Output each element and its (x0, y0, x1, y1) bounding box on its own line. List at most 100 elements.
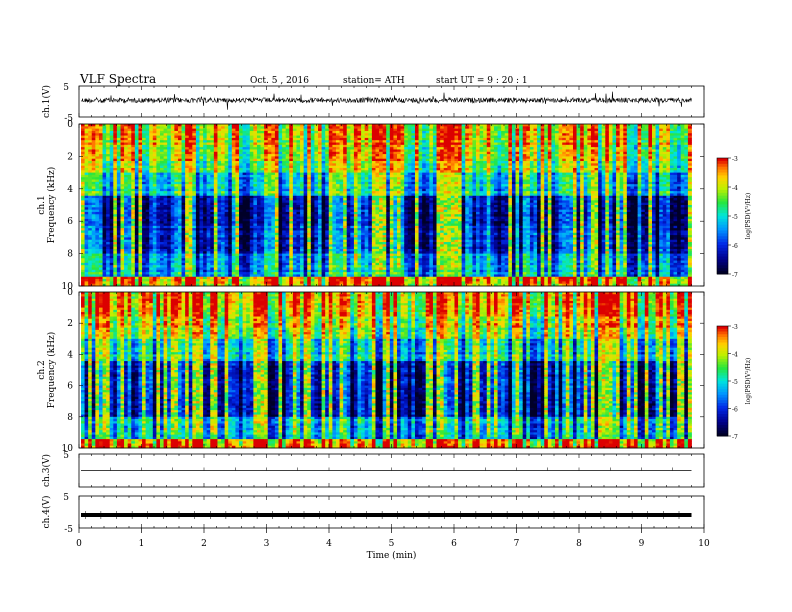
ch1-spectrogram-cell (203, 188, 208, 192)
ch1-spectrogram-cell (81, 165, 85, 169)
ch1-spectrogram-cell (192, 262, 197, 266)
ch1-spectrogram-cell (224, 260, 229, 264)
ch1-spectrogram-cell (199, 253, 204, 257)
ch1-spectrogram-cell (235, 239, 240, 243)
ch1-spectrogram-cell (256, 140, 261, 143)
ch1-spectrogram-cell (224, 253, 229, 257)
ch1-spectrogram-cell (188, 151, 193, 155)
ch1-spectrogram-cell (163, 147, 168, 150)
ch1-spectrogram-cell (332, 239, 337, 243)
ch1-spectrogram-cell (152, 209, 157, 213)
ch1-spectrogram-cell (221, 170, 226, 173)
ch1-spectrogram-cell (321, 267, 326, 271)
ch1-spectrogram-cell (102, 228, 107, 231)
ch1-spectrogram-cell (321, 126, 326, 130)
ch1-spectrogram-cell (149, 191, 154, 194)
ch1-spectrogram-cell (142, 272, 147, 275)
ch1-spectrogram-cell (213, 262, 218, 266)
ch1-spectrogram-cell (181, 133, 186, 136)
ch1-spectrogram-cell (206, 156, 211, 160)
ch1-spectrogram-cell (167, 267, 172, 271)
ch1-spectrogram-cell (325, 223, 330, 227)
ch1-spectrogram-cell (239, 281, 243, 285)
ch1-spectrogram-cell (314, 281, 319, 285)
ch1-spectrogram-cell (292, 209, 297, 213)
ch1-spectrogram-cell (314, 135, 319, 139)
ch1-spectrogram-cell (106, 177, 111, 180)
ch1-ytick-label: 5 (63, 83, 69, 93)
ch1-spectrogram-cell (318, 225, 323, 229)
ch1-spectrogram-cell (292, 124, 297, 127)
ch1-spectrogram-cell (160, 225, 164, 229)
ch1-spectrogram-cell (195, 214, 200, 217)
ch1-spectrogram-cell (224, 232, 229, 236)
ch1-spectrogram-cell (231, 195, 236, 199)
ch1-spectrogram-cell (203, 202, 208, 206)
ch1-spectrogram-cell (203, 144, 208, 148)
ch1-spectrogram-cell (321, 239, 326, 243)
ch1-spectrogram-cell (203, 207, 208, 211)
ch1-spectrogram-cell (242, 216, 247, 220)
ch1-spectrogram-cell (278, 128, 283, 132)
ch1-spectrogram-cell (307, 179, 312, 183)
ch1-spectrogram-cell (210, 205, 215, 208)
ch1-spectrogram-cell (84, 144, 89, 148)
ch1-spectrogram-cell (239, 225, 243, 229)
ch1-spectrogram-cell (174, 174, 179, 178)
ch1-spectrogram-cell (289, 130, 294, 134)
ch1-spectrogram-cell (296, 156, 301, 160)
ch1-spectrogram-cell (303, 200, 308, 204)
ch1-spectrogram-cell (246, 163, 251, 167)
ch1-spectrogram-cell (224, 202, 229, 206)
ch1-spectrogram-cell (113, 281, 118, 285)
ch1-spectrogram-cell (267, 239, 272, 243)
ch1-spectrogram-cell (185, 181, 190, 185)
ch1-spectrogram-cell (167, 126, 172, 130)
ch1-spectrogram-cell (206, 174, 211, 178)
ch1-spectrogram-cell (203, 147, 208, 150)
ch1-spectrogram-cell (242, 235, 247, 238)
ch1-spectrogram-cell (228, 161, 233, 164)
ch1-spectrogram-cell (246, 149, 251, 153)
ch1-spectrogram-cell (116, 144, 121, 148)
ch1-spectrogram-cell (160, 276, 164, 280)
ch1-spectrogram-cell (239, 133, 243, 136)
ch1-spectrogram-cell (282, 135, 287, 139)
ch1-spectrogram-cell (145, 142, 150, 146)
ch1-spectrogram-cell (188, 163, 193, 167)
ch1-spectrogram-cell (88, 235, 93, 238)
ch1-spectrogram-cell (134, 124, 139, 127)
ch1-spectrogram-cell (253, 251, 258, 254)
ch1-spectrogram-cell (274, 253, 279, 257)
ch1-spectrogram-cell (127, 163, 132, 167)
ch1-spectrogram-cell (188, 154, 193, 157)
ch1-spectrogram-cell (199, 267, 204, 271)
ch1-spectrogram-cell (264, 228, 269, 231)
ch1-spectrogram-cell (84, 170, 89, 173)
ch1-spectrogram-cell (253, 195, 258, 199)
ch1-spectrogram-cell (231, 170, 236, 173)
ch1-spectrogram-cell (314, 248, 319, 252)
ch1-spectrogram-cell (318, 128, 323, 132)
ch1-spectrogram-cell (224, 133, 229, 136)
ch1-spectrogram-cell (303, 235, 308, 238)
ch1-spectrogram-cell (282, 221, 287, 224)
ch1-spectrogram-cell (102, 147, 107, 150)
ch1-spectrogram-cell (278, 193, 283, 197)
ch1-spectrogram-cell (318, 156, 323, 160)
ch1-spectrogram-cell (145, 216, 150, 220)
ch1-spectrogram-cell (249, 218, 254, 222)
ch1-spectrogram-cell (116, 147, 121, 150)
ch1-spectrogram-cell (156, 172, 161, 176)
ch1-spectrogram-cell (113, 179, 118, 183)
ch1-spectrogram-cell (102, 237, 107, 241)
ch1-spectrogram-cell (160, 165, 164, 169)
ch1-spectrogram-cell (152, 135, 157, 139)
ch1-spectrogram-cell (116, 172, 121, 176)
ch1-spectrogram-cell (145, 276, 150, 280)
ch1-spectrogram-cell (210, 251, 215, 254)
ch1-spectrogram-cell (314, 218, 319, 222)
ch1-spectrogram-cell (303, 218, 308, 222)
ch1-spectrogram-cell (152, 186, 157, 190)
ch1-spectrogram-cell (310, 133, 315, 136)
